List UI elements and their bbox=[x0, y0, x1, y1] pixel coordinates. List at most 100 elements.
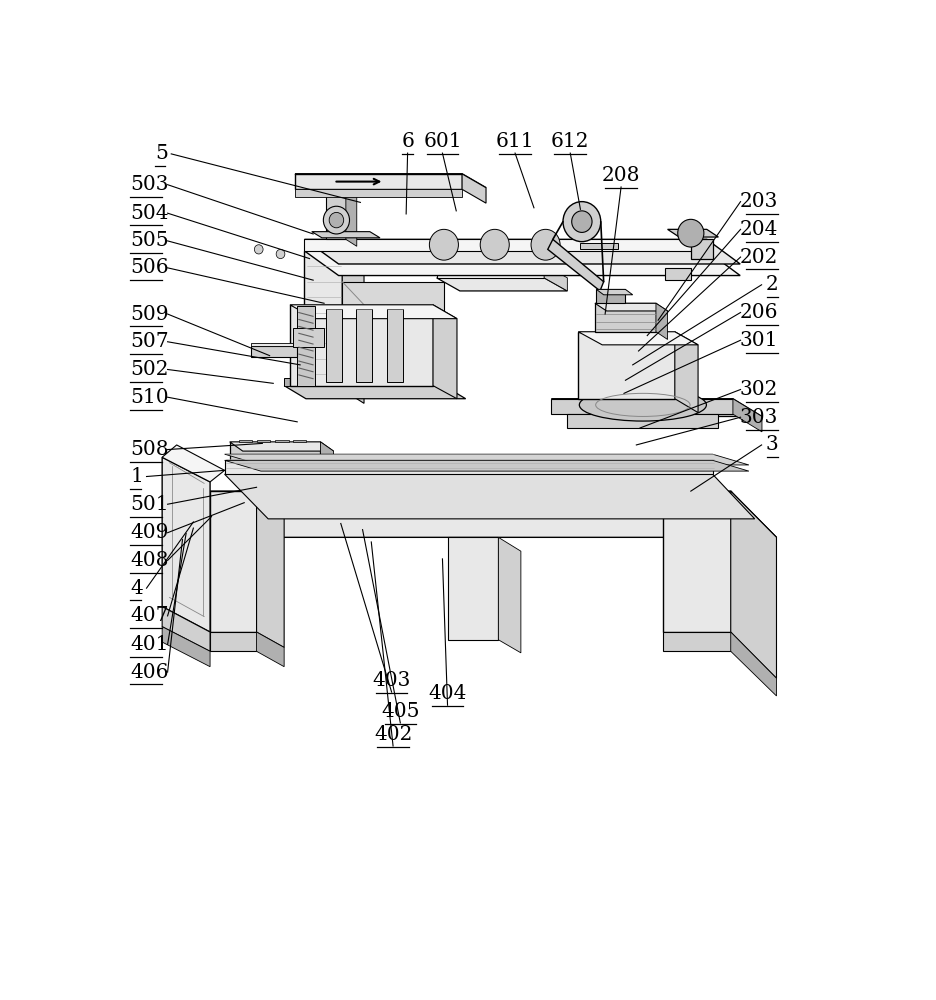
Polygon shape bbox=[342, 251, 363, 403]
Polygon shape bbox=[225, 460, 711, 474]
Text: 503: 503 bbox=[130, 175, 168, 194]
Polygon shape bbox=[225, 474, 753, 519]
Text: 502: 502 bbox=[130, 360, 168, 379]
Text: 6: 6 bbox=[401, 132, 414, 151]
Polygon shape bbox=[655, 303, 666, 339]
Polygon shape bbox=[293, 328, 324, 347]
Polygon shape bbox=[578, 332, 674, 399]
Text: 4: 4 bbox=[130, 579, 143, 598]
Polygon shape bbox=[229, 442, 320, 460]
Text: 611: 611 bbox=[495, 132, 534, 151]
Polygon shape bbox=[436, 265, 544, 278]
Circle shape bbox=[329, 212, 344, 228]
Polygon shape bbox=[666, 229, 718, 237]
Polygon shape bbox=[251, 346, 297, 357]
Polygon shape bbox=[210, 632, 256, 651]
Text: 408: 408 bbox=[130, 551, 168, 570]
Polygon shape bbox=[295, 189, 461, 197]
Text: 302: 302 bbox=[739, 380, 777, 399]
Text: 504: 504 bbox=[130, 204, 168, 223]
Polygon shape bbox=[295, 174, 461, 189]
Text: 301: 301 bbox=[739, 331, 777, 350]
Polygon shape bbox=[289, 305, 457, 319]
Text: 612: 612 bbox=[550, 132, 589, 151]
Polygon shape bbox=[162, 607, 210, 651]
Polygon shape bbox=[730, 491, 776, 678]
Text: 1: 1 bbox=[130, 467, 143, 486]
Polygon shape bbox=[320, 442, 333, 469]
Text: 5: 5 bbox=[154, 144, 168, 163]
Text: 2: 2 bbox=[765, 275, 777, 294]
Text: 206: 206 bbox=[739, 303, 777, 322]
Polygon shape bbox=[447, 537, 498, 640]
Polygon shape bbox=[595, 289, 624, 303]
Text: 510: 510 bbox=[130, 388, 168, 407]
Circle shape bbox=[276, 249, 285, 259]
Polygon shape bbox=[251, 343, 297, 346]
Polygon shape bbox=[594, 303, 666, 311]
Circle shape bbox=[429, 229, 458, 260]
Polygon shape bbox=[325, 309, 341, 382]
Text: 507: 507 bbox=[130, 332, 168, 351]
Polygon shape bbox=[256, 440, 270, 442]
Polygon shape bbox=[326, 189, 345, 239]
Polygon shape bbox=[304, 251, 739, 276]
Polygon shape bbox=[594, 303, 655, 332]
Polygon shape bbox=[225, 454, 748, 465]
Polygon shape bbox=[304, 239, 706, 251]
Polygon shape bbox=[579, 243, 618, 249]
Circle shape bbox=[677, 219, 703, 247]
Text: 409: 409 bbox=[130, 523, 168, 542]
Text: 509: 509 bbox=[130, 305, 168, 324]
Polygon shape bbox=[256, 632, 284, 667]
Polygon shape bbox=[342, 282, 444, 389]
Polygon shape bbox=[162, 445, 225, 482]
Polygon shape bbox=[663, 491, 730, 632]
Polygon shape bbox=[239, 440, 252, 442]
Circle shape bbox=[571, 211, 592, 232]
Circle shape bbox=[254, 245, 263, 254]
Polygon shape bbox=[295, 174, 486, 188]
Circle shape bbox=[679, 245, 687, 254]
Circle shape bbox=[531, 229, 560, 260]
Polygon shape bbox=[162, 457, 210, 632]
Text: 405: 405 bbox=[381, 702, 419, 721]
Polygon shape bbox=[304, 239, 739, 264]
Polygon shape bbox=[436, 278, 566, 291]
Text: 601: 601 bbox=[423, 132, 461, 151]
Polygon shape bbox=[162, 627, 210, 667]
Text: 403: 403 bbox=[372, 671, 410, 690]
Text: 203: 203 bbox=[739, 192, 777, 211]
Circle shape bbox=[479, 229, 509, 260]
Polygon shape bbox=[566, 414, 718, 428]
Polygon shape bbox=[674, 332, 697, 413]
Text: 401: 401 bbox=[130, 635, 168, 654]
Text: 407: 407 bbox=[130, 606, 168, 625]
Polygon shape bbox=[730, 632, 776, 696]
Polygon shape bbox=[210, 491, 256, 632]
Text: 508: 508 bbox=[130, 440, 168, 459]
Polygon shape bbox=[732, 399, 761, 432]
Polygon shape bbox=[387, 309, 402, 382]
Polygon shape bbox=[665, 268, 690, 280]
Polygon shape bbox=[550, 399, 761, 416]
Polygon shape bbox=[544, 265, 566, 291]
Polygon shape bbox=[256, 491, 284, 647]
Polygon shape bbox=[663, 632, 730, 651]
Circle shape bbox=[323, 206, 349, 234]
Circle shape bbox=[563, 202, 600, 242]
Polygon shape bbox=[595, 289, 632, 295]
Polygon shape bbox=[578, 332, 697, 345]
Polygon shape bbox=[225, 460, 748, 471]
Polygon shape bbox=[284, 378, 444, 386]
Circle shape bbox=[657, 249, 665, 259]
Text: 208: 208 bbox=[601, 166, 639, 185]
Text: 506: 506 bbox=[130, 258, 168, 277]
Polygon shape bbox=[297, 306, 314, 386]
Text: 505: 505 bbox=[130, 231, 168, 250]
Polygon shape bbox=[498, 537, 520, 653]
Polygon shape bbox=[345, 189, 357, 246]
Text: 3: 3 bbox=[765, 435, 777, 454]
Polygon shape bbox=[312, 232, 380, 238]
Polygon shape bbox=[461, 174, 486, 203]
